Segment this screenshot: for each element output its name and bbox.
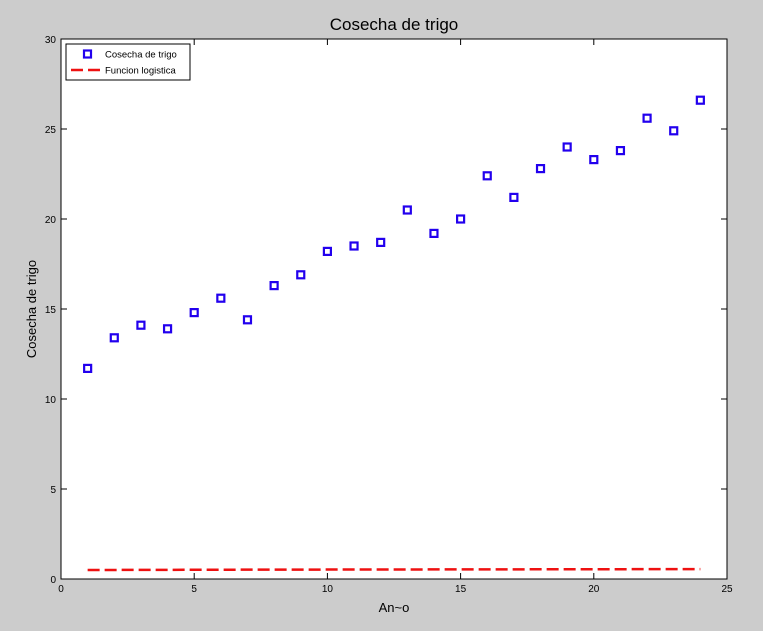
x-tick-label: 10 (322, 584, 334, 595)
y-tick-label: 15 (45, 305, 57, 316)
data-point (456, 214, 466, 224)
data-point (429, 228, 439, 238)
data-point (535, 164, 546, 174)
data-point (269, 281, 279, 291)
legend-label: Funcion logistica (105, 66, 176, 77)
data-point (216, 293, 226, 303)
data-point (402, 205, 412, 215)
data-point (242, 315, 253, 325)
data-marks (83, 95, 705, 572)
data-point (642, 113, 652, 123)
y-tick-label: 0 (50, 575, 56, 586)
legend-label: Cosecha de trigo (105, 50, 177, 61)
data-point (509, 192, 519, 202)
data-point (376, 237, 386, 247)
x-tick-label: 20 (588, 584, 600, 595)
data-point (296, 270, 306, 280)
data-point (562, 142, 572, 152)
legend: Cosecha de trigo Funcion logistica (65, 43, 191, 81)
data-point (189, 308, 199, 318)
data-point (83, 363, 93, 373)
axes: 0 5 10 15 20 25 0 5 10 15 20 25 30 (45, 35, 733, 595)
data-point (136, 320, 146, 330)
y-tick-label: 10 (45, 395, 57, 406)
y-tick-label: 20 (45, 215, 57, 226)
x-tick-label: 0 (58, 584, 64, 595)
series-line (87, 567, 701, 572)
data-point (482, 171, 492, 181)
x-tick-label: 15 (455, 584, 467, 595)
x-tick-label: 5 (191, 584, 197, 595)
plot-area (60, 38, 728, 580)
data-point (322, 246, 332, 256)
y-tick-label: 30 (45, 35, 57, 46)
data-point (109, 333, 119, 343)
x-tick-label: 25 (721, 584, 733, 595)
data-point (615, 146, 626, 156)
data-point (695, 95, 705, 105)
data-point (162, 324, 173, 334)
x-axis-label: An~o (379, 600, 410, 615)
y-tick-label: 25 (45, 125, 57, 136)
data-point (589, 155, 599, 165)
data-point (669, 126, 679, 136)
y-axis-label: Cosecha de trigo (24, 260, 39, 358)
data-point (349, 241, 359, 251)
y-tick-label: 5 (50, 485, 56, 496)
chart-title: Cosecha de trigo (330, 15, 459, 34)
legend-marker (82, 49, 93, 59)
